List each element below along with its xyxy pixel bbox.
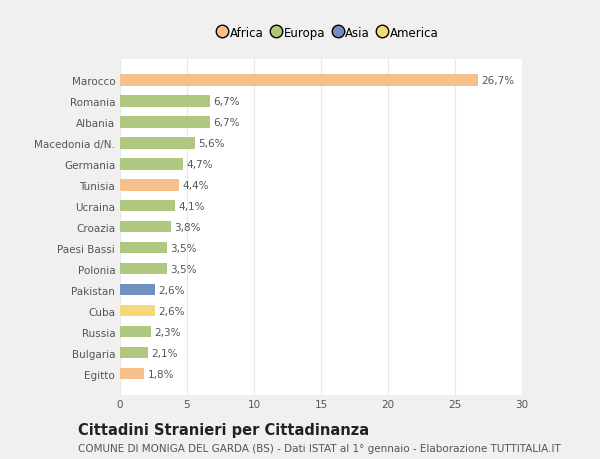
Text: 6,7%: 6,7% <box>213 96 239 106</box>
Bar <box>120 96 210 107</box>
Text: 4,4%: 4,4% <box>182 180 209 190</box>
Bar <box>120 117 210 128</box>
Bar <box>120 305 155 317</box>
Text: 3,8%: 3,8% <box>174 222 201 232</box>
Text: 2,1%: 2,1% <box>151 348 178 358</box>
Text: 26,7%: 26,7% <box>481 76 514 86</box>
Bar <box>120 284 155 296</box>
Text: 2,6%: 2,6% <box>158 285 185 295</box>
Bar <box>120 159 183 170</box>
Bar <box>120 347 148 358</box>
Text: 3,5%: 3,5% <box>170 243 197 253</box>
Bar <box>120 138 195 149</box>
Legend: Africa, Europa, Asia, America: Africa, Europa, Asia, America <box>215 22 443 45</box>
Text: Cittadini Stranieri per Cittadinanza: Cittadini Stranieri per Cittadinanza <box>78 422 369 437</box>
Text: 3,5%: 3,5% <box>170 264 197 274</box>
Bar <box>120 242 167 254</box>
Text: 2,6%: 2,6% <box>158 306 185 316</box>
Text: 1,8%: 1,8% <box>148 369 174 379</box>
Bar <box>120 201 175 212</box>
Text: COMUNE DI MONIGA DEL GARDA (BS) - Dati ISTAT al 1° gennaio - Elaborazione TUTTIT: COMUNE DI MONIGA DEL GARDA (BS) - Dati I… <box>78 443 561 453</box>
Text: 2,3%: 2,3% <box>154 327 181 337</box>
Bar <box>120 326 151 338</box>
Text: 5,6%: 5,6% <box>199 139 225 148</box>
Bar <box>120 75 478 86</box>
Text: 4,7%: 4,7% <box>187 159 213 169</box>
Text: 6,7%: 6,7% <box>213 118 239 128</box>
Bar <box>120 221 171 233</box>
Bar <box>120 179 179 191</box>
Text: 4,1%: 4,1% <box>178 202 205 211</box>
Bar <box>120 368 144 380</box>
Bar <box>120 263 167 275</box>
